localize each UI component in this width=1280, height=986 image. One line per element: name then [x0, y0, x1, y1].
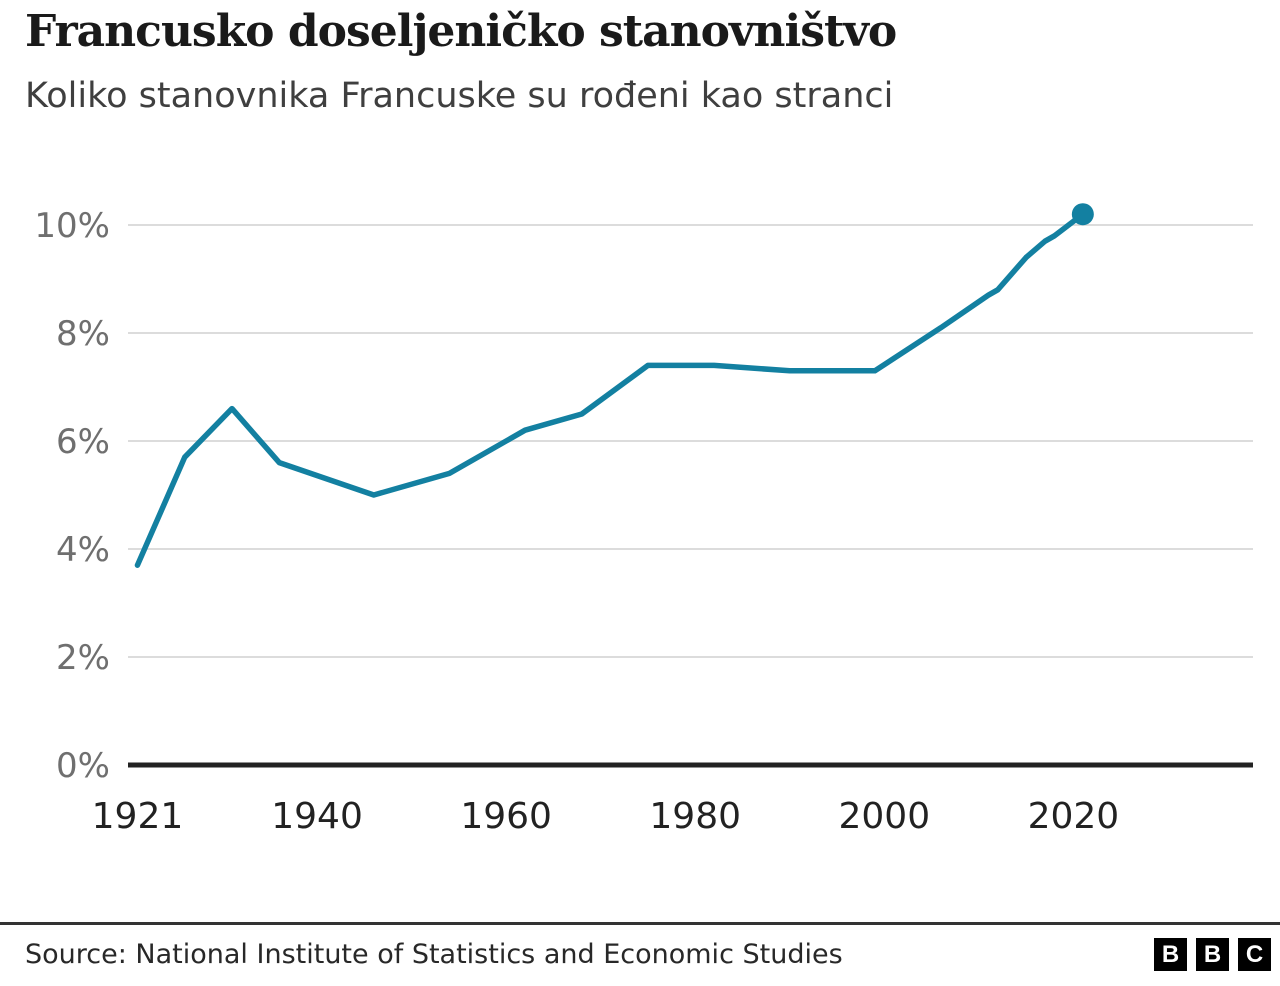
page-subtitle: Koliko stanovnika Francuske su rođeni ka… [25, 76, 894, 116]
x-axis-label: 2000 [838, 796, 930, 837]
x-axis-label: 2020 [1028, 796, 1120, 837]
y-axis-label: 6% [56, 422, 110, 462]
end-point-dot [1071, 203, 1094, 226]
y-axis-label: 0% [56, 746, 110, 786]
x-axis-label: 1960 [460, 796, 552, 837]
y-axis-label: 4% [56, 530, 110, 570]
y-axis-label: 2% [56, 638, 110, 678]
x-axis-label: 1980 [649, 796, 741, 837]
y-axis-label: 10% [34, 206, 110, 246]
x-axis-label: 1921 [92, 796, 184, 837]
bbc-letter-block: B [1154, 938, 1187, 971]
footer-divider [0, 922, 1280, 925]
x-axis-label: 1940 [271, 796, 363, 837]
bbc-letter-block: B [1196, 938, 1229, 971]
data-line [134, 211, 1086, 568]
y-axis-label: 8% [56, 314, 110, 354]
page-title: Francusko doseljeničko stanovništvo [25, 6, 897, 57]
source-text: Source: National Institute of Statistics… [25, 939, 843, 970]
line-chart: 0% 2% 4% 6% 8% 10% 1921 1940 1960 1980 2000 2020 [34, 203, 1253, 837]
bbc-letter-block: C [1238, 938, 1271, 971]
